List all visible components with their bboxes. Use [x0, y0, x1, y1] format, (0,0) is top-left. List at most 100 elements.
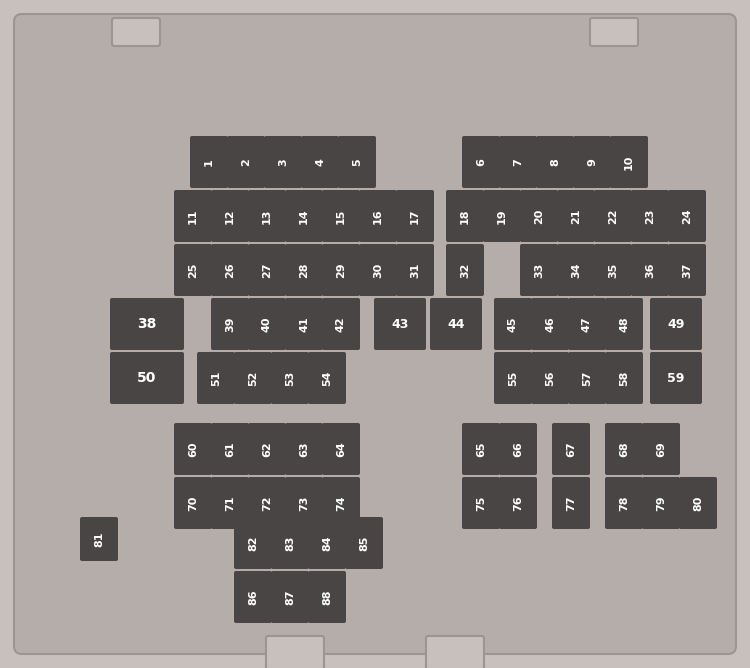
FancyBboxPatch shape [426, 636, 484, 668]
Text: 54: 54 [322, 370, 332, 385]
Text: 8: 8 [550, 158, 560, 166]
Text: 42: 42 [336, 316, 346, 332]
FancyBboxPatch shape [374, 298, 426, 350]
FancyBboxPatch shape [650, 352, 702, 404]
FancyBboxPatch shape [322, 477, 360, 529]
Text: 64: 64 [336, 441, 346, 457]
FancyBboxPatch shape [211, 423, 249, 475]
FancyBboxPatch shape [668, 244, 706, 296]
Text: 31: 31 [410, 263, 420, 278]
FancyBboxPatch shape [271, 517, 309, 569]
FancyBboxPatch shape [285, 477, 323, 529]
Text: 28: 28 [299, 263, 309, 278]
FancyBboxPatch shape [483, 190, 521, 242]
FancyBboxPatch shape [271, 571, 309, 623]
FancyBboxPatch shape [285, 423, 323, 475]
Text: 74: 74 [336, 495, 346, 511]
Text: 4: 4 [315, 158, 325, 166]
FancyBboxPatch shape [110, 352, 184, 404]
FancyBboxPatch shape [234, 571, 272, 623]
FancyBboxPatch shape [271, 352, 309, 404]
FancyBboxPatch shape [211, 190, 249, 242]
FancyBboxPatch shape [499, 423, 537, 475]
FancyBboxPatch shape [430, 298, 482, 350]
FancyBboxPatch shape [446, 190, 484, 242]
FancyBboxPatch shape [396, 244, 434, 296]
Text: 3: 3 [278, 158, 288, 166]
FancyBboxPatch shape [174, 423, 212, 475]
Text: 40: 40 [262, 316, 272, 332]
FancyBboxPatch shape [285, 298, 323, 350]
FancyBboxPatch shape [590, 18, 638, 46]
Text: 26: 26 [225, 262, 235, 278]
FancyBboxPatch shape [322, 244, 360, 296]
Text: 5: 5 [352, 158, 362, 166]
FancyBboxPatch shape [264, 136, 302, 188]
Text: 82: 82 [248, 535, 258, 550]
Text: 7: 7 [513, 158, 523, 166]
Text: 86: 86 [248, 589, 258, 605]
Text: 85: 85 [359, 535, 369, 550]
FancyBboxPatch shape [494, 298, 532, 350]
Text: 44: 44 [447, 317, 465, 331]
Text: 71: 71 [225, 495, 235, 511]
FancyBboxPatch shape [462, 136, 500, 188]
FancyBboxPatch shape [631, 190, 669, 242]
FancyBboxPatch shape [174, 244, 212, 296]
Text: 73: 73 [299, 495, 309, 511]
FancyBboxPatch shape [285, 190, 323, 242]
FancyBboxPatch shape [642, 477, 680, 529]
Text: 29: 29 [336, 262, 346, 278]
FancyBboxPatch shape [248, 298, 286, 350]
Text: 33: 33 [534, 263, 544, 278]
FancyBboxPatch shape [322, 298, 360, 350]
FancyBboxPatch shape [110, 298, 184, 350]
Text: 81: 81 [94, 531, 104, 546]
FancyBboxPatch shape [631, 244, 669, 296]
FancyBboxPatch shape [642, 423, 680, 475]
FancyBboxPatch shape [499, 136, 537, 188]
FancyBboxPatch shape [594, 190, 632, 242]
FancyBboxPatch shape [568, 352, 606, 404]
FancyBboxPatch shape [14, 14, 736, 654]
Text: 46: 46 [545, 316, 555, 332]
FancyBboxPatch shape [234, 352, 272, 404]
FancyBboxPatch shape [197, 352, 235, 404]
FancyBboxPatch shape [234, 517, 272, 569]
Text: 49: 49 [668, 317, 685, 331]
Text: 69: 69 [656, 441, 666, 457]
FancyBboxPatch shape [285, 244, 323, 296]
Text: 24: 24 [682, 208, 692, 224]
FancyBboxPatch shape [359, 244, 397, 296]
FancyBboxPatch shape [211, 477, 249, 529]
FancyBboxPatch shape [248, 190, 286, 242]
FancyBboxPatch shape [308, 571, 346, 623]
FancyBboxPatch shape [227, 136, 265, 188]
FancyBboxPatch shape [446, 244, 484, 296]
Text: 38: 38 [137, 317, 157, 331]
Text: 84: 84 [322, 535, 332, 551]
Text: 60: 60 [188, 442, 198, 457]
FancyBboxPatch shape [345, 517, 383, 569]
Text: 75: 75 [476, 495, 486, 511]
Text: 56: 56 [545, 370, 555, 385]
FancyBboxPatch shape [301, 136, 339, 188]
FancyBboxPatch shape [557, 244, 595, 296]
FancyBboxPatch shape [605, 298, 643, 350]
FancyBboxPatch shape [531, 352, 569, 404]
Text: 23: 23 [645, 208, 655, 224]
Text: 87: 87 [285, 589, 295, 605]
Text: 1: 1 [204, 158, 214, 166]
FancyBboxPatch shape [520, 190, 558, 242]
Text: 18: 18 [460, 208, 470, 224]
FancyBboxPatch shape [536, 136, 574, 188]
Text: 78: 78 [619, 495, 629, 511]
FancyBboxPatch shape [248, 477, 286, 529]
Text: 30: 30 [373, 263, 383, 278]
Text: 45: 45 [508, 316, 518, 332]
FancyBboxPatch shape [174, 477, 212, 529]
FancyBboxPatch shape [605, 423, 643, 475]
Text: 57: 57 [582, 370, 592, 385]
Text: 88: 88 [322, 589, 332, 605]
Text: 21: 21 [571, 208, 581, 224]
